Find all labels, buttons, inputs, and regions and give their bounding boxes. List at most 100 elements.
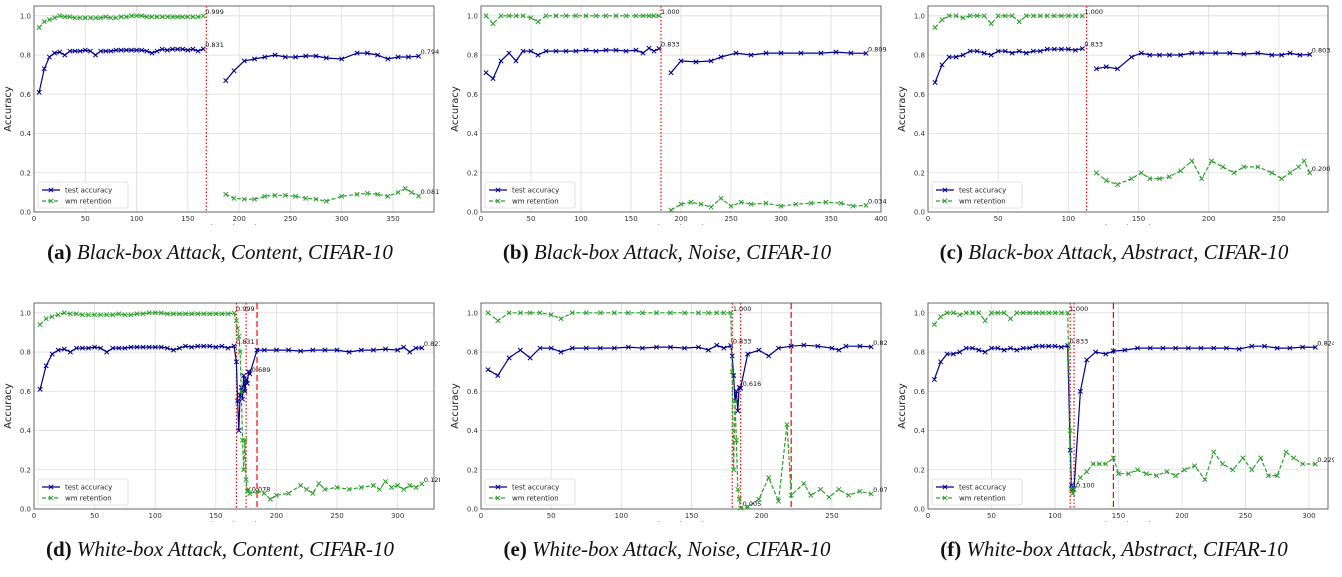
data-point [548,345,554,351]
data-point [490,21,496,27]
value-annotation: 0.078 [252,486,271,494]
data-point [939,17,945,23]
data-point [339,56,345,62]
data-point [850,203,856,209]
data-point [960,52,966,58]
data-point [573,48,579,54]
data-point [506,310,512,316]
data-point [653,310,659,316]
data-point [957,312,963,318]
x-axis-label: Time in min [1098,224,1158,225]
data-point [1020,345,1026,351]
data-point [395,54,401,60]
data-point [1037,48,1043,54]
data-point [506,13,512,19]
x-tick-label: 300 [335,215,348,223]
data-point [401,344,407,350]
data-point [863,202,869,208]
data-point [358,484,364,490]
data-point [1164,469,1170,475]
data-point [235,325,241,332]
value-annotation: 1.000 [1070,305,1089,313]
data-point [678,58,684,64]
data-point [1072,47,1078,53]
data-point [67,48,73,54]
legend: test accuracy wm retention [37,478,129,506]
data-point [1261,343,1268,349]
value-annotation: 0.100 [1076,481,1095,489]
data-point [537,310,543,316]
legend-marker [942,495,948,501]
data-point [1128,54,1135,60]
data-point [1114,181,1121,188]
y-axis-label: Accuracy [450,383,461,429]
series-wm-retention [931,310,1318,496]
data-point [407,349,413,355]
series-line [934,48,1083,83]
data-point [207,311,213,317]
data-point [1202,477,1208,483]
data-point [144,14,150,20]
data-point [118,47,124,53]
y-tick-label: 0.4 [20,427,32,435]
data-point [285,490,292,496]
data-point [1002,48,1008,54]
data-point [154,48,160,54]
legend-label: wm retention [65,198,112,206]
y-tick-label: 1.0 [467,12,478,20]
data-point [149,14,155,20]
value-annotation: 0.833 [1070,338,1089,346]
data-point [146,344,152,350]
x-tick-label: 50 [994,215,1003,223]
data-point [247,371,253,377]
data-point [382,346,389,352]
legend-marker [942,187,948,193]
y-tick-label: 0.0 [467,506,478,514]
data-point [116,311,122,317]
data-point [189,311,195,317]
data-point [535,19,541,25]
data-point [1020,310,1026,316]
data-point [485,310,491,316]
caption-f: (f) White-box Attack, Abstract, CIFAR-10 [894,537,1334,562]
data-point [953,54,959,60]
data-point [623,13,629,19]
data-point [1283,449,1289,455]
caption-label: (b) [502,240,534,264]
data-point [223,191,229,197]
value-annotation: 0.833 [733,338,752,346]
data-point [116,345,122,351]
plot-frame [480,302,882,510]
data-point [745,504,751,510]
data-point [1052,343,1058,349]
value-annotation: 0.128 [424,476,440,484]
series-line [1096,52,1310,70]
data-point [370,482,376,489]
data-point [231,343,237,349]
chart-svg-f: 0 50 100 150 200 250 300 0.0 0.2 0.4 0.6 0.8 1.0 Time… [897,302,1334,522]
data-point [708,204,714,210]
data-point [1115,471,1122,477]
x-tick-label: 50 [90,512,99,520]
legend-label: test accuracy [959,187,1006,195]
value-annotation: 0.999 [236,305,255,313]
data-point [714,310,720,316]
data-point [195,311,201,317]
legend-marker [942,198,948,204]
y-tick-label: 0.2 [914,169,925,177]
data-point [808,492,814,498]
data-point [1077,388,1083,394]
data-point [231,195,237,201]
data-point [1110,348,1116,354]
data-point [976,347,982,353]
y-tick-label: 0.4 [467,130,479,138]
x-tick-label: 200 [232,215,245,223]
data-point [134,47,140,53]
series-line [39,312,423,500]
data-point [1009,13,1015,19]
data-point [152,344,158,350]
series-line [485,15,659,25]
data-point [176,311,183,317]
series-line [670,197,867,211]
data-point [613,13,619,19]
